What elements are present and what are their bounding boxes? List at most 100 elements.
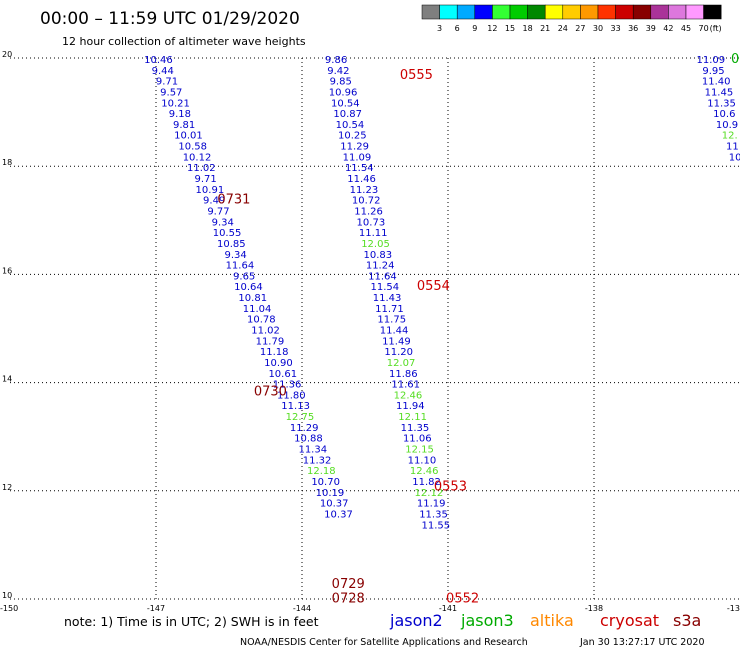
swh-reading: 10.01: [174, 131, 203, 142]
colorbar-label: 36: [628, 24, 638, 33]
track-cryosat: 9.869.429.8510.9610.5410.8710.5410.2511.…: [325, 55, 450, 531]
colorbar-swatch: [509, 4, 528, 20]
swh-reading: 10.61: [268, 369, 297, 380]
swh-reading: 11.09: [343, 152, 372, 163]
colorbar-swatch: [703, 4, 722, 20]
swh-reading: 10.25: [338, 131, 367, 142]
colorbar-label: 70: [699, 24, 709, 33]
swh-reading: 9.81: [173, 120, 195, 131]
colorbar-swatch: [492, 4, 511, 20]
swh-reading: 10.90: [264, 358, 293, 369]
legend-entry: cryosat: [600, 611, 659, 630]
colorbar-unit: (ft): [710, 24, 722, 33]
axis-ticks: -150 -147 -144 -141 -138 -13 10 12 14 16 18 20: [0, 50, 740, 613]
x-tick-label: -13: [727, 604, 740, 613]
swh-reading: 11.06: [403, 434, 432, 445]
swh-reading: 11.29: [290, 423, 319, 434]
pass-time-label: 0729: [332, 577, 365, 592]
track-s3a: 10.469.449.719.5710.219.189.8110.0110.58…: [144, 55, 353, 520]
swh-reading: 10.96: [329, 87, 358, 98]
swh-reading: 11.36: [273, 380, 302, 391]
swh-reading: 12.18: [307, 466, 336, 477]
x-tick-label: -138: [585, 604, 603, 613]
swh-reading: 10.37: [324, 509, 353, 520]
swh-reading: 11.26: [354, 206, 383, 217]
swh-reading: 11.34: [298, 445, 327, 456]
swh-reading: 11.64: [226, 261, 255, 272]
colorbar-label: 42: [663, 24, 673, 33]
swh-reading: 9.65: [233, 271, 255, 282]
pass-time-label: 0554: [417, 279, 450, 294]
colorbar-label: 3: [437, 24, 442, 33]
swh-reading: 11.71: [375, 304, 404, 315]
swh-reading: 11.40: [702, 77, 731, 88]
swh-reading: 11.02: [187, 163, 216, 174]
swh-reading: 11.94: [396, 401, 425, 412]
swh-reading: 11.82: [412, 477, 441, 488]
swh-reading: 11.02: [251, 326, 280, 337]
pass-time-label: 0728: [332, 591, 365, 606]
colorbar-label: 6: [455, 24, 460, 33]
satellite-legend: jason2 jason3 altika cryosat s3a: [389, 611, 701, 630]
swh-reading: 11.10: [408, 455, 437, 466]
colorbar-swatch: [685, 4, 704, 20]
swh-reading: 12.75: [286, 412, 315, 423]
swh-reading: 12.46: [394, 390, 423, 401]
swh-reading: 10.21: [161, 98, 190, 109]
swh-reading: 11.19: [417, 499, 446, 510]
swh-reading: 10.70: [311, 477, 340, 488]
colorbar-swatch: [439, 4, 458, 20]
swh-reading: 10.12: [183, 152, 212, 163]
swh-reading: 10.55: [213, 228, 242, 239]
chart-title: 00:00 – 11:59 UTC 01/29/2020: [40, 9, 300, 29]
gridlines: [10, 57, 740, 600]
swh-reading: 11.29: [340, 142, 369, 153]
x-tick-label: -150: [0, 604, 18, 613]
colorbar-label: 18: [523, 24, 533, 33]
pass-time-label: 0552: [446, 591, 479, 606]
colorbar-label: 21: [540, 24, 550, 33]
swh-reading: 10.58: [178, 142, 207, 153]
swh-reading: 11.79: [256, 336, 285, 347]
footer-note: note: 1) Time is in UTC; 2) SWH is in fe…: [64, 614, 319, 629]
colorbar-label: 45: [681, 24, 691, 33]
swh-reading: 11.45: [705, 87, 734, 98]
colorbar-label: 27: [575, 24, 585, 33]
swh-reading: 11.54: [370, 282, 399, 293]
colorbar-swatch: [650, 4, 669, 20]
colorbar-label: 24: [558, 24, 568, 33]
colorbar-label: 33: [611, 24, 621, 33]
y-tick-label: 16: [2, 266, 12, 275]
swh-reading: 10.87: [333, 109, 362, 120]
x-tick-label: -141: [439, 604, 457, 613]
swh-reading: 10.72: [352, 196, 381, 207]
swh-reading: 11.04: [243, 304, 272, 315]
y-tick-label: 14: [2, 375, 12, 384]
pass-time-label: 0730: [254, 385, 287, 400]
swh-reading: 9.71: [156, 77, 178, 88]
swh-reading: 12.11: [398, 412, 427, 423]
colorbar-label: 9: [472, 24, 477, 33]
swh-reading: 10.46: [144, 55, 173, 66]
colorbar-label: 30: [593, 24, 603, 33]
swh-reading: 11.35: [419, 509, 448, 520]
wave-height-tracks: 10.469.449.719.5710.219.189.8110.0110.58…: [144, 55, 740, 531]
swh-reading: 12.12: [415, 488, 444, 499]
swh-reading: 10.73: [357, 217, 386, 228]
swh-reading: 11.55: [422, 520, 451, 531]
swh-reading: 11: [726, 142, 739, 153]
swh-reading: 11.24: [366, 261, 395, 272]
footer-generated: Jan 30 13:27:17 UTC 2020: [579, 637, 705, 648]
swh-reading: 10.81: [238, 293, 267, 304]
swh-reading: 12.15: [405, 445, 434, 456]
swh-reading: 11.49: [382, 336, 411, 347]
swh-reading: 10.19: [316, 488, 345, 499]
swh-reading: 11.44: [380, 326, 409, 337]
swh-reading: 11.75: [377, 315, 406, 326]
x-tick-label: -144: [293, 604, 311, 613]
colorbar-swatch: [544, 4, 564, 20]
swh-reading: 11.61: [391, 380, 420, 391]
swh-reading: 9.85: [330, 77, 352, 88]
